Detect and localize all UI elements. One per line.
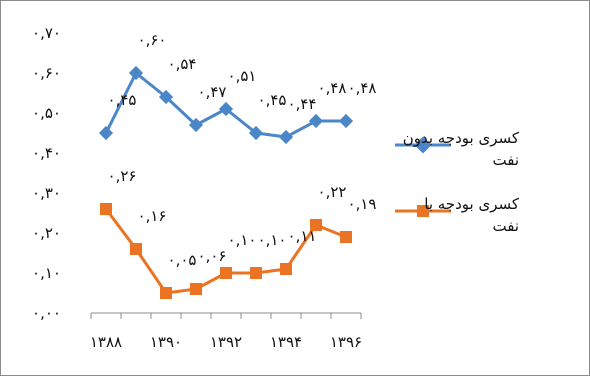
x-tick-label: ۱۳۹۴: [270, 333, 302, 351]
series-2-point: [100, 203, 112, 215]
y-tick-label: ۰,۵۰: [32, 104, 61, 122]
data-label: ۰,۰۵: [168, 251, 197, 269]
data-label: ۰,۵۴: [168, 55, 197, 73]
legend-marker-square: [395, 205, 451, 217]
series-2-point: [340, 231, 352, 243]
x-axis-tick-labels: ۱۳۸۸ ۱۳۹۰ ۱۳۹۲ ۱۳۹۴ ۱۳۹۶: [90, 333, 362, 351]
data-label: ۰,۲۲: [318, 183, 347, 201]
x-tick-label: ۱۳۹۰: [150, 333, 182, 351]
series-2-point: [280, 263, 292, 275]
data-label: ۰,۱۶: [138, 207, 167, 225]
x-tick-label: ۱۳۸۸: [90, 333, 122, 351]
axes: [90, 312, 362, 319]
series-2-point: [310, 219, 322, 231]
series-1-point: [308, 113, 324, 129]
y-tick-label: ۰,۷۰: [32, 24, 61, 42]
y-tick-label: ۰,۲۰: [32, 224, 61, 242]
data-label: ۰,۲۶: [108, 167, 137, 185]
y-tick-label: ۰,۰۰: [32, 304, 61, 322]
series-2-point: [130, 243, 142, 255]
y-tick-label: ۰,۱۰: [32, 264, 61, 282]
y-axis-tick-labels: ۰,۰۰ ۰,۱۰ ۰,۲۰ ۰,۳۰ ۰,۴۰ ۰,۵۰ ۰,۶۰ ۰,۷۰: [32, 24, 61, 322]
y-tick-label: ۰,۴۰: [32, 144, 61, 162]
data-label: ۰,۶۰: [138, 31, 167, 49]
data-label: ۰,۱۹: [348, 195, 377, 213]
data-label: ۰,۴۸: [318, 79, 347, 97]
y-tick-label: ۰,۶۰: [32, 64, 61, 82]
series-1-point: [338, 113, 354, 129]
data-label: ۰,۱۰: [228, 231, 257, 249]
y-tick-label: ۰,۳۰: [32, 184, 61, 202]
data-label: ۰,۴۸: [348, 79, 377, 97]
legend-marker-diamond: [395, 137, 451, 153]
data-label: ۰,۴۵: [258, 91, 287, 109]
series-1-point: [98, 125, 114, 141]
series-2-point: [190, 283, 202, 295]
data-label: ۰,۴۵: [108, 91, 137, 109]
data-label: ۰,۱۰: [258, 231, 287, 249]
series-1-point: [278, 129, 294, 145]
series-2-point: [220, 267, 232, 279]
legend-label-series-1: کسری بودجه بدون نفت: [402, 129, 519, 169]
series-1-point: [248, 125, 264, 141]
data-label: ۰,۵۱: [228, 67, 257, 85]
legend-label-series-2: کسری بودجه با نفت: [424, 195, 519, 235]
series-2-point: [250, 267, 262, 279]
legend-item-series-2: کسری بودجه با نفت: [389, 193, 585, 259]
legend-item-series-1: کسری بودجه بدون نفت: [389, 127, 585, 193]
data-label: ۰,۴۴: [288, 95, 317, 113]
x-tick-label: ۱۳۹۶: [330, 333, 362, 351]
series-2-point: [160, 287, 172, 299]
legend: کسری بودجه بدون نفت کسری بودجه با نفت: [389, 127, 585, 259]
data-labels: ۰,۴۵۰,۶۰۰,۵۴۰,۴۷۰,۵۱۰,۴۵ ۰,۴۴۰,۴۸ ۰,۴۸۰,۲۶…: [108, 31, 377, 269]
x-tick-label: ۱۳۹۲: [210, 333, 242, 351]
data-label: ۰,۴۷: [198, 83, 227, 101]
data-label: ۰,۱۱: [288, 227, 317, 245]
data-label: ۰,۰۶: [198, 247, 227, 265]
